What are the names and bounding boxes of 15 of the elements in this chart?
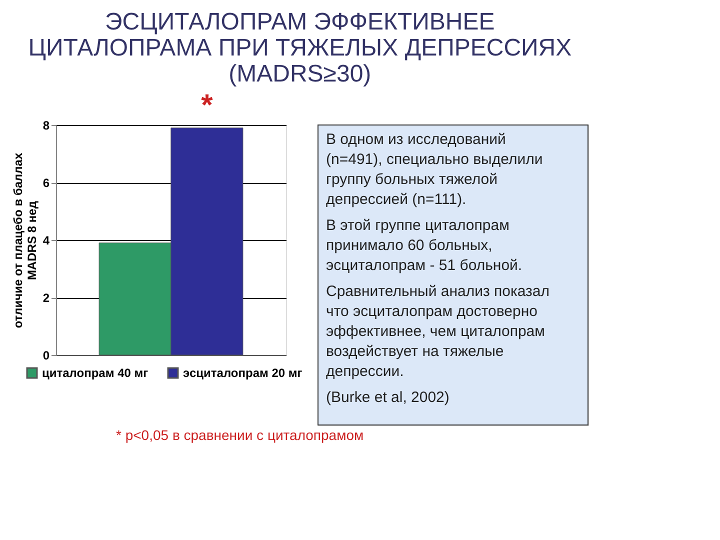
chart-title: ЭСЦИТАЛОПРАМ ЭФФЕКТИВНЕЕ ЦИТАЛОПРАМА ПРИ ТЯЖЕЛЫХ ДЕПРЕССИЯХ (MADRS≥30) — [28, 8, 572, 88]
text: (Burke et al, 2002) — [326, 389, 450, 406]
text: В этой группе циталопрам принимало 60 больных, эсциталопрам - 51 больной. — [326, 217, 522, 274]
y-axis-title: отличие от плацебо в баллах MADRS 8 нед — [10, 152, 39, 328]
text: В одном из исследований (n=491), специально выделили группу больных тяжелой депрессией (n=111). — [326, 131, 543, 208]
y-tick-label: 2 — [42, 291, 50, 305]
text: * — [201, 88, 214, 122]
text: * p<0,05 в сравнении с циталопрамом — [116, 427, 364, 443]
y-tick-label: 8 — [42, 118, 50, 132]
legend-label: эсциталопрам 20 мг — [183, 366, 302, 380]
text: Сравнительный анализ показал что эсциталопрам достоверно эффективнее, чем циталопрам воздействует на тяжелые депрессии. — [326, 283, 550, 380]
y-tick-label: 4 — [42, 234, 50, 248]
y-tick-label: 6 — [42, 176, 50, 190]
y-tick-label: 0 — [42, 348, 50, 362]
legend-label: циталопрам 40 мг — [42, 366, 148, 380]
